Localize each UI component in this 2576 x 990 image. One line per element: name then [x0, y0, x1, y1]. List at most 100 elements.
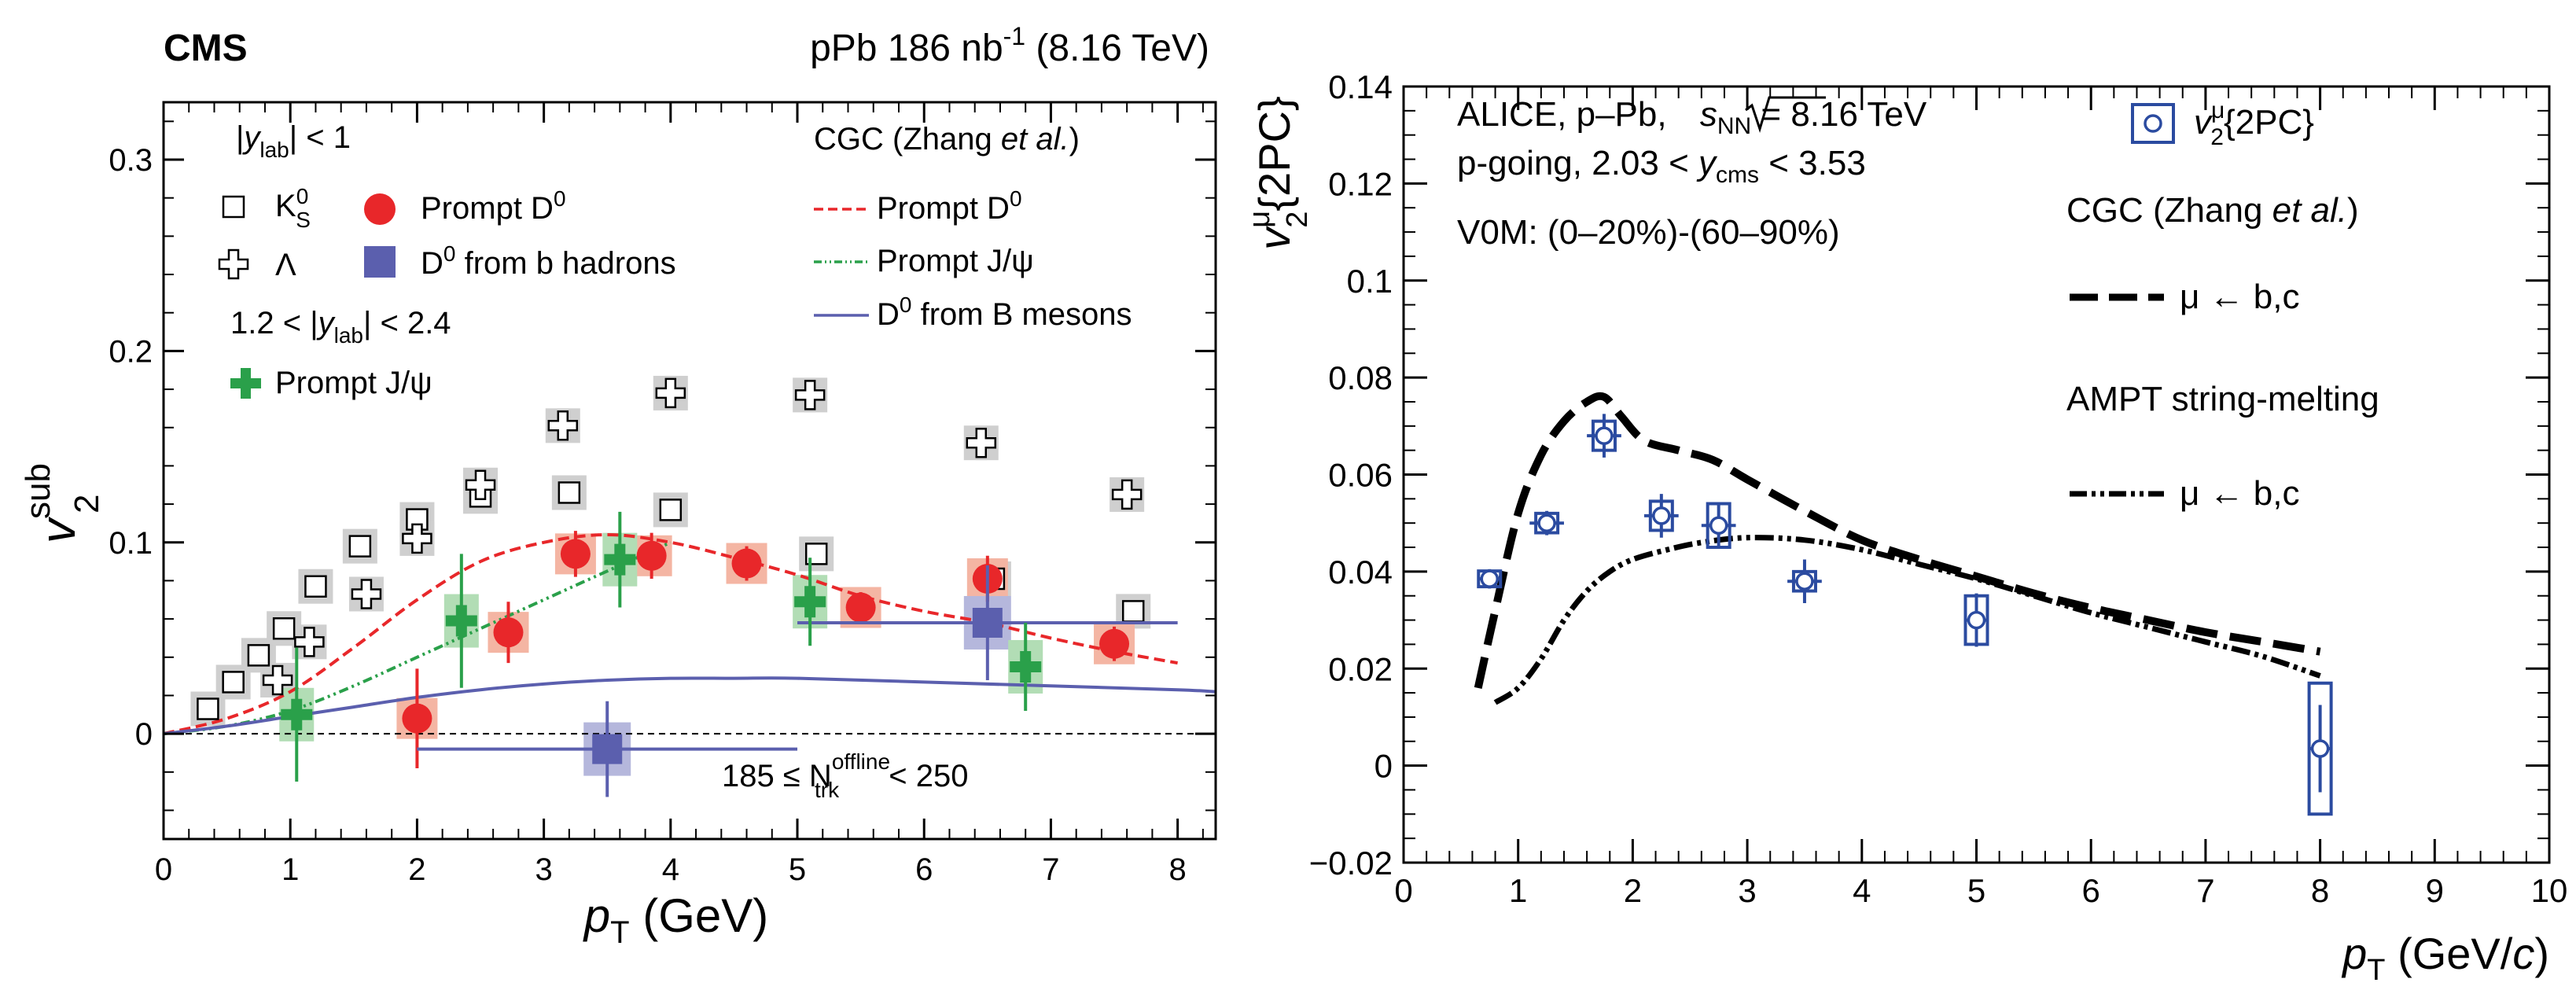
y-tick-label: −0.02 — [1309, 845, 1393, 881]
x-tick-label: 2 — [408, 852, 425, 887]
legend-data-box — [2131, 103, 2175, 144]
jpsi-marker — [794, 586, 826, 618]
x-tick-label: 6 — [915, 852, 933, 887]
d0-marker — [636, 540, 667, 571]
alice-info-line-1: ALICE, p–Pb, sNN = 8.16 TeV — [1457, 95, 1927, 139]
x-tick-label: 3 — [535, 852, 552, 887]
alice-axes: 0 1 2 3 4 5 6 7 8 9 10−0.0200.020.040.060.080.10.1… — [1309, 68, 2568, 909]
ks-marker — [197, 697, 219, 720]
x-tick-label: 5 — [1967, 872, 1985, 909]
lambda-marker — [465, 469, 496, 501]
cgc-legend-d0-label: Prompt D0 — [877, 186, 1022, 226]
y-tick-label: 0 — [135, 717, 153, 752]
cgc-curve-prompt-d-0 — [164, 532, 1178, 736]
lambda-marker — [402, 523, 432, 554]
experiment-label: CMS — [164, 28, 248, 69]
lambda-marker — [547, 410, 579, 441]
x-tick-label: 9 — [2426, 872, 2444, 909]
cms-legend: |ylab| < 1 K0 S Λ Prompt D0 D0 from b had… — [218, 120, 676, 400]
legend-lambda-label: Λ — [275, 248, 296, 282]
x-tick-label: 2 — [1624, 872, 1642, 909]
alice-marker — [1652, 506, 1671, 525]
legend-jpsi-label: Prompt J/ψ — [275, 366, 432, 400]
y-tick-label: 0.02 — [1328, 650, 1393, 687]
alice-marker — [1537, 513, 1556, 532]
y-tick-label: 0.14 — [1328, 68, 1393, 105]
legend-ampt-title: AMPT string-melting — [2066, 380, 2379, 418]
cms-plot-frame — [162, 101, 1217, 841]
x-tick-label: 8 — [2311, 872, 2329, 909]
ks-marker — [1121, 600, 1145, 623]
b-marker — [972, 607, 1003, 638]
alice-plot-frame — [1402, 85, 2551, 864]
x-tick-label: 3 — [1738, 872, 1756, 909]
multiplicity-annotation: 185 ≤ Noffline trk < 250 — [722, 749, 968, 802]
jpsi-marker — [1010, 650, 1042, 683]
d0-marker — [1099, 628, 1130, 659]
x-tick-label: 5 — [789, 852, 806, 887]
d0-marker — [731, 548, 762, 579]
cgc-curve-d-0-from-b-mesons — [164, 676, 1216, 736]
lambda-marker — [294, 627, 325, 657]
legend-ks-marker — [222, 195, 245, 219]
legend-jpsi-marker — [230, 368, 261, 399]
legend-cgc-curve-label: μ ← b,c — [2180, 278, 2300, 316]
x-tick-label: 6 — [2082, 872, 2100, 909]
cgc-legend-title: CGC (Zhang et al.) — [814, 122, 1080, 156]
lambda-marker — [794, 380, 826, 410]
cms-y-axis-label: vsub 2 — [19, 463, 106, 543]
ks-marker — [348, 535, 372, 558]
legend-ks-label: K0 S — [275, 184, 311, 232]
cms-systematics — [190, 375, 1151, 776]
legend-selection-midrapidity: |ylab| < 1 — [236, 120, 351, 162]
jpsi-marker — [604, 543, 636, 576]
alice-legend: vμ 2{2PC} CGC (Zhang et al.) μ ← b,c AMPT… — [2066, 98, 2379, 513]
alice-data-points — [1477, 414, 2333, 816]
cms-x-axis-label: pT (GeV) — [583, 889, 769, 950]
legend-b-marker — [364, 246, 396, 278]
y-tick-label: 0.12 — [1328, 165, 1393, 202]
legend-d0-marker — [364, 193, 396, 225]
d0-marker — [560, 539, 591, 569]
cms-header: pPb 186 nb-1 (8.16 TeV) — [810, 22, 1209, 69]
x-tick-label: 1 — [282, 852, 299, 887]
legend-data-label: vμ 2{2PC} — [2194, 98, 2314, 150]
x-tick-label: 0 — [155, 852, 172, 887]
x-tick-label: 1 — [1509, 872, 1527, 909]
cms-cgc-legend: CGC (Zhang et al.) Prompt D0 Prompt J/ψ … — [814, 122, 1132, 332]
ks-marker — [659, 499, 683, 521]
ks-marker — [804, 543, 828, 565]
alice-marker — [2310, 739, 2330, 758]
y-tick-label: 0.2 — [109, 334, 153, 369]
alice-x-axis-label: pT (GeV/c) — [2341, 929, 2549, 987]
y-tick-label: 0.3 — [109, 143, 153, 178]
y-tick-label: 0.1 — [1347, 263, 1393, 300]
alice-panel: 0 1 2 3 4 5 6 7 8 9 10−0.0200.020.040.060.080.10.1… — [1243, 68, 2567, 987]
d0-marker — [845, 592, 876, 623]
cms-panel: CMS pPb 186 nb-1 (8.16 TeV) 0 1 2 3 4 5 6 7 8 0 0.… — [19, 22, 1217, 950]
y-tick-label: 0.1 — [109, 526, 153, 561]
d0-marker — [402, 703, 432, 734]
x-tick-label: 8 — [1169, 852, 1187, 887]
legend-ampt-curve-label: μ ← b,c — [2180, 474, 2300, 513]
lambda-marker — [351, 579, 382, 609]
alice-curve-ampt-b-c — [1493, 535, 2321, 705]
alice-info-line-3: V0M: (0–20%)-(60–90%) — [1457, 213, 1840, 252]
y-tick-label: 0.06 — [1328, 457, 1393, 494]
alice-marker — [1795, 572, 1814, 591]
x-tick-label: 4 — [1853, 872, 1871, 909]
ks-marker — [272, 617, 296, 640]
x-tick-label: 10 — [2531, 872, 2568, 909]
legend-cgc-title: CGC (Zhang et al.) — [2066, 191, 2359, 230]
y-tick-label: 0 — [1374, 748, 1393, 785]
legend-data-marker — [2144, 114, 2162, 133]
lambda-marker — [655, 377, 686, 409]
alice-info-line-2: p-going, 2.03 < ycms < 3.53 — [1457, 144, 1866, 188]
ks-marker — [222, 671, 245, 694]
legend-lambda-marker — [218, 248, 249, 280]
y-tick-label: 0.04 — [1328, 554, 1393, 591]
cgc-legend-bmes-label: D0 from B mesons — [877, 293, 1132, 332]
b-marker — [592, 734, 623, 764]
alice-curve-cgc-b-c — [1474, 392, 2321, 689]
